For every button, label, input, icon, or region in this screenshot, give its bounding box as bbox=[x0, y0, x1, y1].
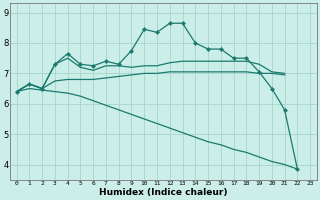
X-axis label: Humidex (Indice chaleur): Humidex (Indice chaleur) bbox=[99, 188, 228, 197]
